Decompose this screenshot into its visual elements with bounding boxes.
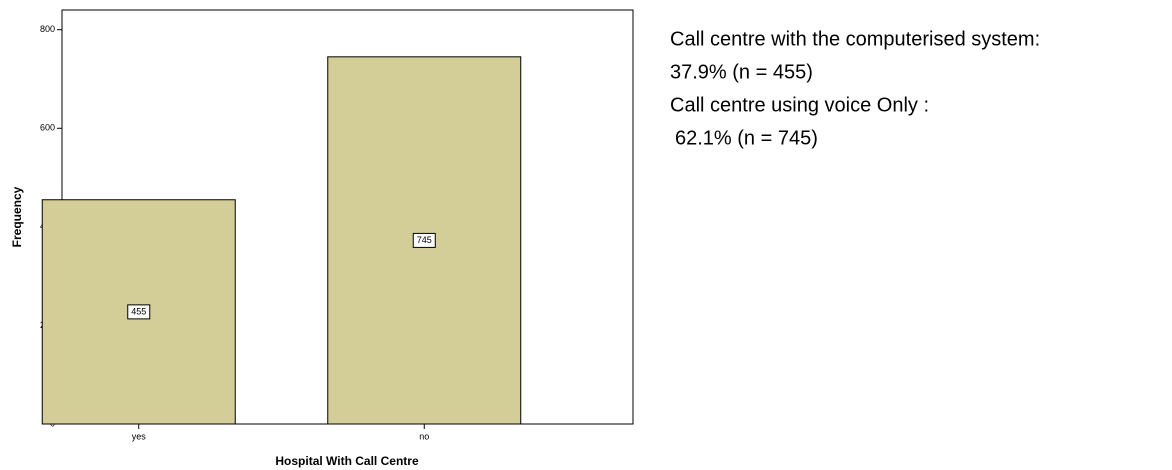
annotation: Call centre with the computerised system… <box>670 28 1040 50</box>
x-tick-label: yes <box>132 431 147 441</box>
y-tick-label: 600 <box>40 123 55 133</box>
data-label: 455 <box>131 306 146 316</box>
x-axis-label: Hospital With Call Centre <box>275 454 419 468</box>
annotation: 37.9% (n = 455) <box>670 61 813 83</box>
data-label-box <box>412 232 436 248</box>
x-tick-label: no <box>419 431 429 441</box>
annotation: 62.1% (n = 745) <box>675 127 818 149</box>
annotation: Call centre using voice Only : <box>670 94 929 116</box>
data-label: 745 <box>417 235 432 245</box>
data-label-box <box>127 304 151 320</box>
y-axis-label: Frequency <box>10 186 24 247</box>
y-tick-label: 800 <box>40 24 55 34</box>
